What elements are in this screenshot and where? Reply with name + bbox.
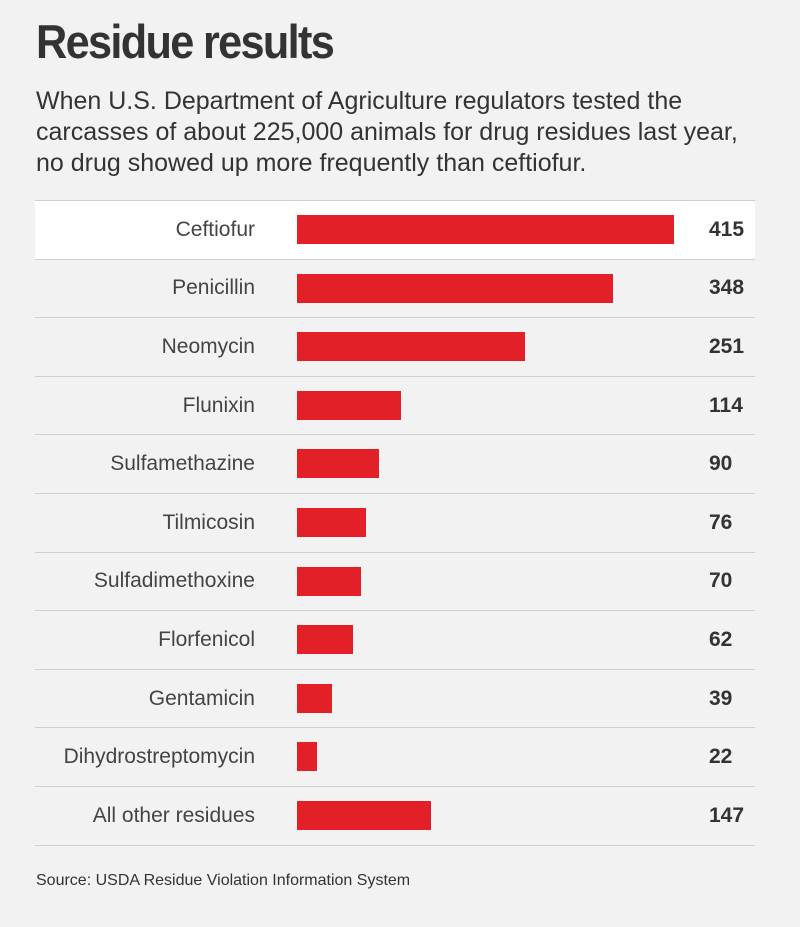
category-label: Penicillin	[172, 276, 255, 300]
bar-row: Sulfamethazine 90	[35, 435, 755, 494]
bar-row: Florfenicol 62	[35, 611, 755, 670]
bar	[297, 507, 367, 537]
value-label: 90	[709, 452, 733, 476]
bar	[297, 566, 361, 596]
value-label: 76	[709, 510, 733, 534]
category-label: Florfenicol	[158, 627, 255, 651]
value-label: 62	[709, 627, 733, 651]
bar-row: Tilmicosin 76	[35, 494, 755, 553]
bar-row: Dihydrostreptomycin 22	[35, 728, 755, 787]
category-label: Neomycin	[161, 334, 255, 358]
bar	[297, 449, 379, 479]
source-note: Source: USDA Residue Violation Informati…	[36, 872, 411, 889]
bar-chart: Ceftiofur 415 Penicillin 348 Neomycin 251 Flun…	[35, 200, 755, 846]
value-label: 251	[709, 334, 745, 358]
bar	[297, 800, 431, 830]
bar-row: All other residues 147	[35, 787, 755, 846]
bar	[297, 273, 614, 303]
category-label: Gentamicin	[148, 686, 255, 710]
bar	[297, 625, 354, 655]
chart-subtitle: When U.S. Department of Agriculture regu…	[36, 87, 738, 177]
bar	[297, 215, 674, 244]
bar-row: Flunixin 114	[35, 377, 755, 436]
value-label: 22	[709, 745, 733, 769]
category-label: Sulfamethazine	[110, 452, 255, 476]
bar-row: Sulfadimethoxine 70	[35, 553, 755, 612]
bar-row: Gentamicin 39	[35, 670, 755, 729]
value-label: 70	[709, 569, 733, 593]
value-label: 114	[709, 393, 743, 417]
category-label: All other residues	[92, 803, 255, 827]
category-label: Sulfadimethoxine	[93, 569, 255, 593]
category-label: Dihydrostreptomycin	[63, 745, 255, 769]
chart-title: Residue results	[36, 15, 335, 68]
bar	[297, 390, 401, 420]
value-label: 147	[709, 803, 745, 827]
category-label: Tilmicosin	[162, 510, 255, 534]
bar	[297, 742, 317, 772]
bar	[297, 332, 526, 362]
bar-row: Penicillin 348	[35, 260, 755, 319]
category-label: Flunixin	[182, 393, 255, 417]
bar-row: Neomycin 251	[35, 318, 755, 377]
bar-row: Ceftiofur 415	[35, 200, 755, 260]
value-label: 415	[709, 217, 745, 241]
category-label: Ceftiofur	[175, 217, 255, 241]
value-label: 348	[709, 276, 745, 300]
value-label: 39	[709, 686, 733, 710]
bar	[297, 683, 333, 713]
